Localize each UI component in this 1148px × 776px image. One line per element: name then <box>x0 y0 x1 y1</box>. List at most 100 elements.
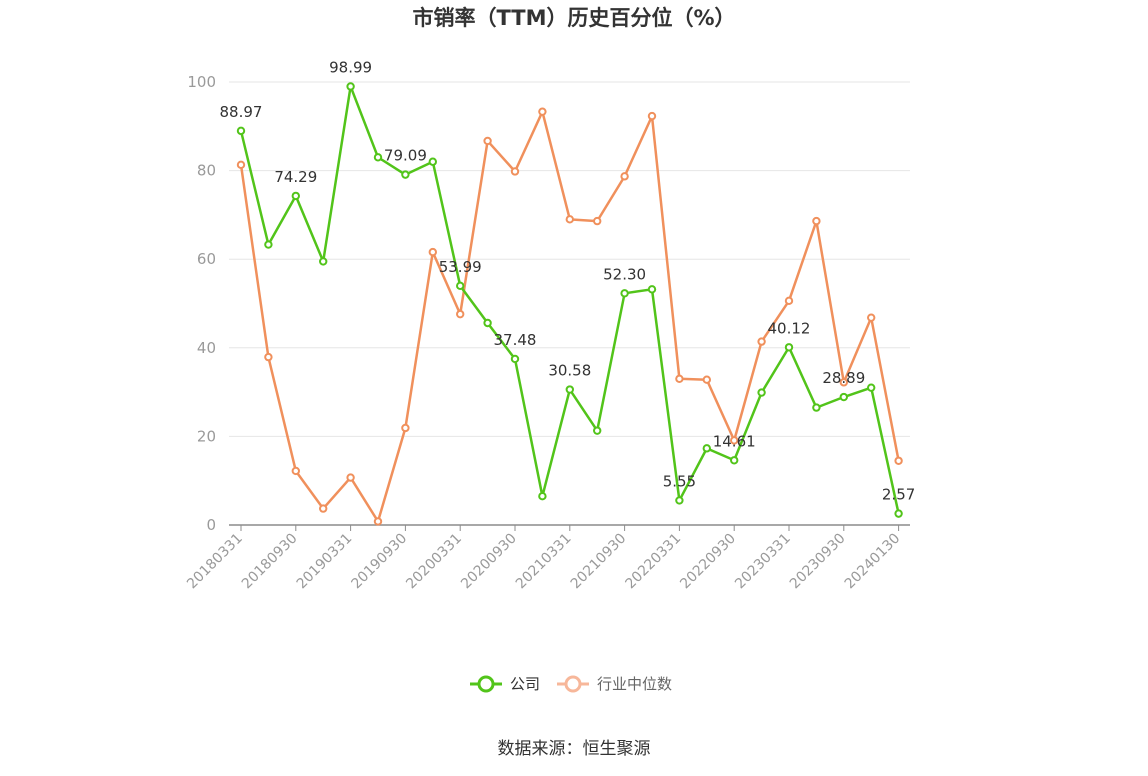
x-tick-label: 20220331 <box>623 531 685 593</box>
data-label: 30.58 <box>548 362 591 380</box>
y-tick-label: 0 <box>206 516 216 534</box>
industry-point <box>373 517 383 526</box>
industry-point <box>510 167 520 176</box>
x-tick-label: 20180331 <box>184 531 246 593</box>
legend-marker-industry <box>564 675 582 693</box>
company-point <box>428 157 437 166</box>
industry-point <box>538 107 547 116</box>
industry-point <box>401 423 410 433</box>
data-label: 52.30 <box>603 265 646 283</box>
company-point <box>456 281 465 291</box>
data-label: 40.12 <box>768 319 811 337</box>
industry-point <box>839 378 848 387</box>
company-point <box>730 456 739 465</box>
data-label: 37.48 <box>494 331 537 349</box>
industry-point <box>456 309 465 319</box>
company-point <box>319 257 328 266</box>
company-point <box>346 82 355 91</box>
x-axis: 2018033120180930201903312019093020200331… <box>184 524 910 593</box>
company-point <box>264 240 273 249</box>
company-point <box>593 426 602 435</box>
source-note: 数据来源：恒生聚源 <box>498 739 651 759</box>
x-tick-label: 20190930 <box>349 531 411 593</box>
industry-point <box>784 296 794 306</box>
company-point <box>867 383 876 392</box>
data-label: 5.55 <box>663 472 696 490</box>
company-point <box>894 509 903 518</box>
legend-label-industry: 行业中位数 <box>597 675 672 693</box>
data-label: 14.61 <box>713 432 756 450</box>
company-point <box>538 492 547 501</box>
x-tick-label: 20200331 <box>403 531 465 593</box>
industry-point <box>264 352 273 362</box>
industry-point <box>346 473 355 482</box>
y-tick-label: 100 <box>187 73 216 91</box>
company-point <box>401 170 410 179</box>
x-tick-label: 20200930 <box>458 531 520 593</box>
data-label: 98.99 <box>329 58 372 76</box>
industry-point <box>236 160 246 170</box>
company-point <box>812 403 821 412</box>
data-label: 28.89 <box>822 369 865 387</box>
legend-item-industry[interactable]: 行业中位数 <box>557 675 672 693</box>
x-tick-label: 20210331 <box>513 531 575 593</box>
company-point <box>647 285 657 294</box>
industry-point <box>894 456 903 465</box>
industry-point <box>428 247 437 257</box>
data-label: 53.99 <box>439 258 482 276</box>
x-tick-label: 20210930 <box>568 531 630 593</box>
industry-point <box>757 337 766 346</box>
series-industry <box>236 107 903 526</box>
industry-point <box>730 436 739 445</box>
legend-marker-company <box>477 675 495 693</box>
company-point <box>757 388 766 397</box>
data-label: 2.57 <box>882 486 915 504</box>
x-tick-label: 20240130 <box>842 531 904 593</box>
y-tick-label: 80 <box>197 162 216 180</box>
company-point <box>236 126 246 136</box>
gridlines <box>229 81 910 437</box>
legend-item-company[interactable]: 公司 <box>470 675 540 693</box>
industry-point <box>593 216 602 226</box>
company-point <box>291 191 300 201</box>
company-point <box>702 444 711 453</box>
y-tick-label: 20 <box>197 427 216 445</box>
company-point <box>784 343 794 352</box>
data-label: 74.29 <box>274 168 317 186</box>
data-label: 79.09 <box>384 147 427 165</box>
industry-point <box>565 215 574 224</box>
company-point <box>839 392 848 402</box>
x-tick-label: 20220930 <box>677 531 739 593</box>
x-tick-label: 20180930 <box>239 531 301 593</box>
company-point <box>510 354 520 364</box>
y-axis: 0 20 40 60 80 100 <box>187 73 216 534</box>
x-tick-label: 20230930 <box>787 531 849 593</box>
industry-point <box>867 313 876 322</box>
industry-line <box>239 110 900 523</box>
y-tick-label: 60 <box>197 250 216 268</box>
industry-point <box>647 111 657 121</box>
industry-point <box>675 374 684 384</box>
industry-point <box>319 504 328 513</box>
legend: 公司 行业中位数 <box>470 675 672 693</box>
company-point <box>620 289 629 298</box>
data-label: 88.97 <box>220 103 263 121</box>
industry-point <box>483 136 492 146</box>
x-tick-label: 20190331 <box>294 531 356 593</box>
legend-label-company: 公司 <box>510 675 540 693</box>
company-point <box>483 318 492 328</box>
industry-point <box>812 216 821 226</box>
chart-title: 市销率（TTM）历史百分位（%） <box>412 6 735 30</box>
company-point <box>373 153 383 162</box>
company-point <box>565 385 574 394</box>
industry-point <box>291 466 300 476</box>
x-tick-label: 20230331 <box>732 531 794 593</box>
industry-point <box>620 172 629 181</box>
series-company <box>236 82 903 518</box>
y-tick-label: 40 <box>197 339 216 357</box>
data-labels: 88.97 74.29 98.99 79.09 53.99 37.48 30.58 52.30… <box>220 58 916 503</box>
industry-point <box>702 375 711 384</box>
company-line <box>239 85 900 514</box>
company-point <box>675 496 684 505</box>
